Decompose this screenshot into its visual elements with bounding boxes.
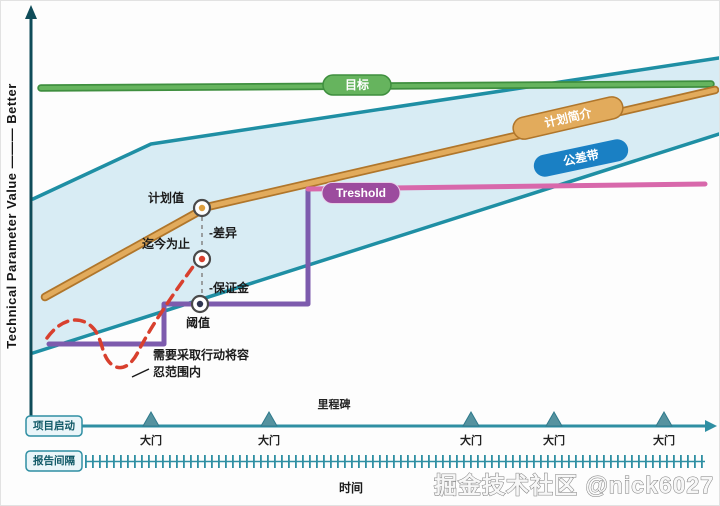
project-start-badge: 项目启动 bbox=[25, 415, 83, 437]
tolerance-band-pill-bg bbox=[533, 139, 629, 177]
threshold-pill-label: Treshold bbox=[336, 186, 386, 200]
target-pill: 目标 bbox=[322, 74, 392, 96]
plan-value-marker bbox=[192, 198, 212, 218]
action-note-line2: 忍范围内 bbox=[153, 364, 201, 379]
gate-label: 大门 bbox=[258, 433, 280, 447]
gate-label: 大门 bbox=[543, 433, 565, 447]
current-value-marker-dot bbox=[198, 255, 206, 263]
gate-label: 大门 bbox=[140, 433, 162, 447]
threshold-value-marker bbox=[190, 294, 210, 314]
gate-marker-icon bbox=[142, 410, 160, 427]
plan-profile-pill: 计划简介 bbox=[512, 96, 624, 140]
tolerance-band-pill: 公差带 bbox=[533, 139, 629, 177]
action-note-leader-line bbox=[131, 368, 150, 378]
watermark: 掘金技术社区 @nick6027 bbox=[434, 472, 714, 498]
actual-progress-line bbox=[45, 262, 197, 370]
tolerance-band-lower-line bbox=[31, 132, 719, 355]
gate-marker-icon bbox=[462, 410, 480, 427]
report-interval-badge: 报告间隔 bbox=[25, 450, 83, 472]
gate-marker-icon bbox=[260, 410, 278, 427]
y-axis-arrow-icon bbox=[25, 5, 37, 19]
plan-value-marker-dot bbox=[198, 204, 206, 212]
tolerance-band-pill-label: 公差带 bbox=[562, 146, 600, 168]
project-start-badge-label: 项目启动 bbox=[33, 419, 75, 432]
gate-label: 大门 bbox=[460, 433, 482, 447]
threshold-pill: Treshold bbox=[321, 182, 401, 204]
milestone-label: 里程碑 bbox=[318, 397, 351, 411]
plan-value-label: 计划值 bbox=[148, 190, 184, 205]
threshold-pill-bg bbox=[321, 182, 401, 204]
project-start-badge-bg bbox=[25, 415, 83, 437]
plan-profile-pill-bg bbox=[512, 96, 624, 140]
to-date-label: 迄今为止 bbox=[142, 236, 190, 251]
action-note-line1: 需要采取行动将容 bbox=[153, 347, 249, 362]
current-value-marker bbox=[192, 249, 212, 269]
gate-marker-icon bbox=[545, 410, 563, 427]
report-interval-badge-label: 报告间隔 bbox=[33, 454, 75, 467]
gate-label: 大门 bbox=[653, 433, 675, 447]
variance-label: -差异 bbox=[209, 225, 237, 240]
timeline-arrow-icon bbox=[705, 420, 717, 432]
report-interval-badge-bg bbox=[25, 450, 83, 472]
threshold-value-marker-dot bbox=[196, 300, 204, 308]
y-axis-label: Technical Parameter Value ——— Better bbox=[4, 83, 19, 349]
margin-label: -保证金 bbox=[209, 280, 250, 295]
target-pill-label: 目标 bbox=[345, 77, 369, 92]
threshold-step-line bbox=[46, 187, 311, 347]
x-axis-label: 时间 bbox=[339, 480, 363, 495]
threshold-value-label: 阈值 bbox=[186, 315, 210, 330]
target-pill-bg bbox=[322, 74, 392, 96]
gate-marker-icon bbox=[655, 410, 673, 427]
